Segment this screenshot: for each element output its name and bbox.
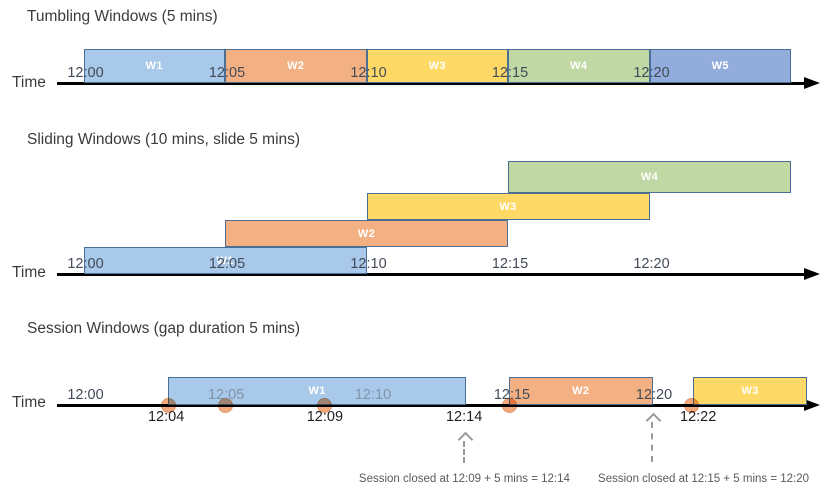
session-closed-annotation: Session closed at 12:09 + 5 mins = 12:14	[358, 473, 570, 485]
time-axis-caption-sliding: Time	[12, 264, 46, 281]
axis-tick-label: 12:15	[491, 65, 529, 81]
window-box-w3: W3	[693, 377, 808, 405]
window-box-w4: W4	[508, 49, 650, 83]
time-axis-arrowhead	[804, 268, 820, 280]
time-axis-line	[57, 273, 806, 276]
window-box-w3: W3	[366, 49, 508, 83]
dashed-arrow-line	[463, 441, 466, 463]
window-label-w1: W1	[145, 60, 163, 72]
event-dot	[684, 398, 700, 413]
axis-tick-label: 12:05	[208, 65, 246, 81]
window-label-w5: W5	[711, 60, 729, 72]
window-label-w3: W3	[428, 60, 446, 72]
time-axis-arrowhead	[804, 399, 820, 411]
axis-tick-label: 12:00	[67, 387, 104, 403]
event-time-label: 12:22	[680, 409, 717, 425]
window-box-w2: W2	[225, 220, 508, 247]
window-box-w4: W4	[508, 161, 791, 193]
window-label-w2: W2	[287, 60, 305, 72]
time-axis-caption-session: Time	[12, 394, 46, 411]
section-title-session: Session Windows (gap duration 5 mins)	[27, 320, 301, 337]
axis-tick-label: 12:10	[354, 387, 392, 403]
session-closed-annotation: Session closed at 12:15 + 5 mins = 12:20	[598, 473, 810, 485]
axis-tick-label: 12:00	[67, 256, 104, 272]
dashed-arrow-line	[651, 422, 654, 462]
window-label-w1: W1	[216, 254, 234, 267]
time-axis-line	[57, 404, 806, 407]
window-box-w3: W3	[366, 193, 650, 220]
window-label-w1: W1	[308, 385, 326, 397]
dashed-arrow-head	[645, 412, 661, 429]
section-title-tumbling: Tumbling Windows (5 mins)	[27, 8, 218, 25]
window-label-w3: W3	[499, 200, 517, 213]
window-label-w4: W4	[570, 60, 588, 72]
event-dot	[217, 398, 233, 413]
window-label-w4: W4	[640, 171, 659, 183]
window-label-w3: W3	[741, 385, 759, 397]
event-dot	[502, 398, 518, 413]
window-box-w2: W2	[508, 377, 653, 405]
time-axis-line	[57, 82, 806, 85]
axis-tick-label: 12:15	[493, 387, 531, 403]
window-box-w2: W2	[225, 49, 367, 83]
event-dot	[317, 398, 333, 413]
section-title-sliding: Sliding Windows (10 mins, slide 5 mins)	[27, 131, 301, 148]
dashed-arrow-head	[457, 431, 473, 448]
window-label-w2: W2	[357, 227, 376, 240]
window-box-w1: W1	[83, 49, 225, 83]
axis-tick-label: 12:00	[67, 65, 104, 81]
window-box-w1: W1	[83, 247, 367, 274]
event-dot	[160, 398, 176, 413]
axis-tick-label: 12:10	[350, 65, 387, 81]
axis-tick-label: 12:20	[635, 387, 673, 403]
axis-tick-label: 12:10	[350, 256, 387, 272]
window-box-w1: W1	[168, 377, 467, 405]
event-time-label: 12:09	[306, 409, 344, 425]
axis-tick-label: 12:05	[207, 387, 245, 403]
axis-tick-label: 12:20	[633, 256, 670, 272]
axis-tick-label: 12:15	[491, 256, 529, 272]
window-label-w2: W2	[572, 385, 590, 397]
axis-tick-label: 12:05	[208, 256, 246, 272]
axis-tick-label: 12:20	[633, 65, 670, 81]
window-box-w5: W5	[649, 49, 791, 83]
event-time-label: 12:04	[147, 409, 185, 425]
event-time-label: 12:14	[445, 409, 483, 425]
time-axis-arrowhead	[804, 77, 820, 89]
time-axis-caption-tumbling: Time	[12, 74, 46, 91]
